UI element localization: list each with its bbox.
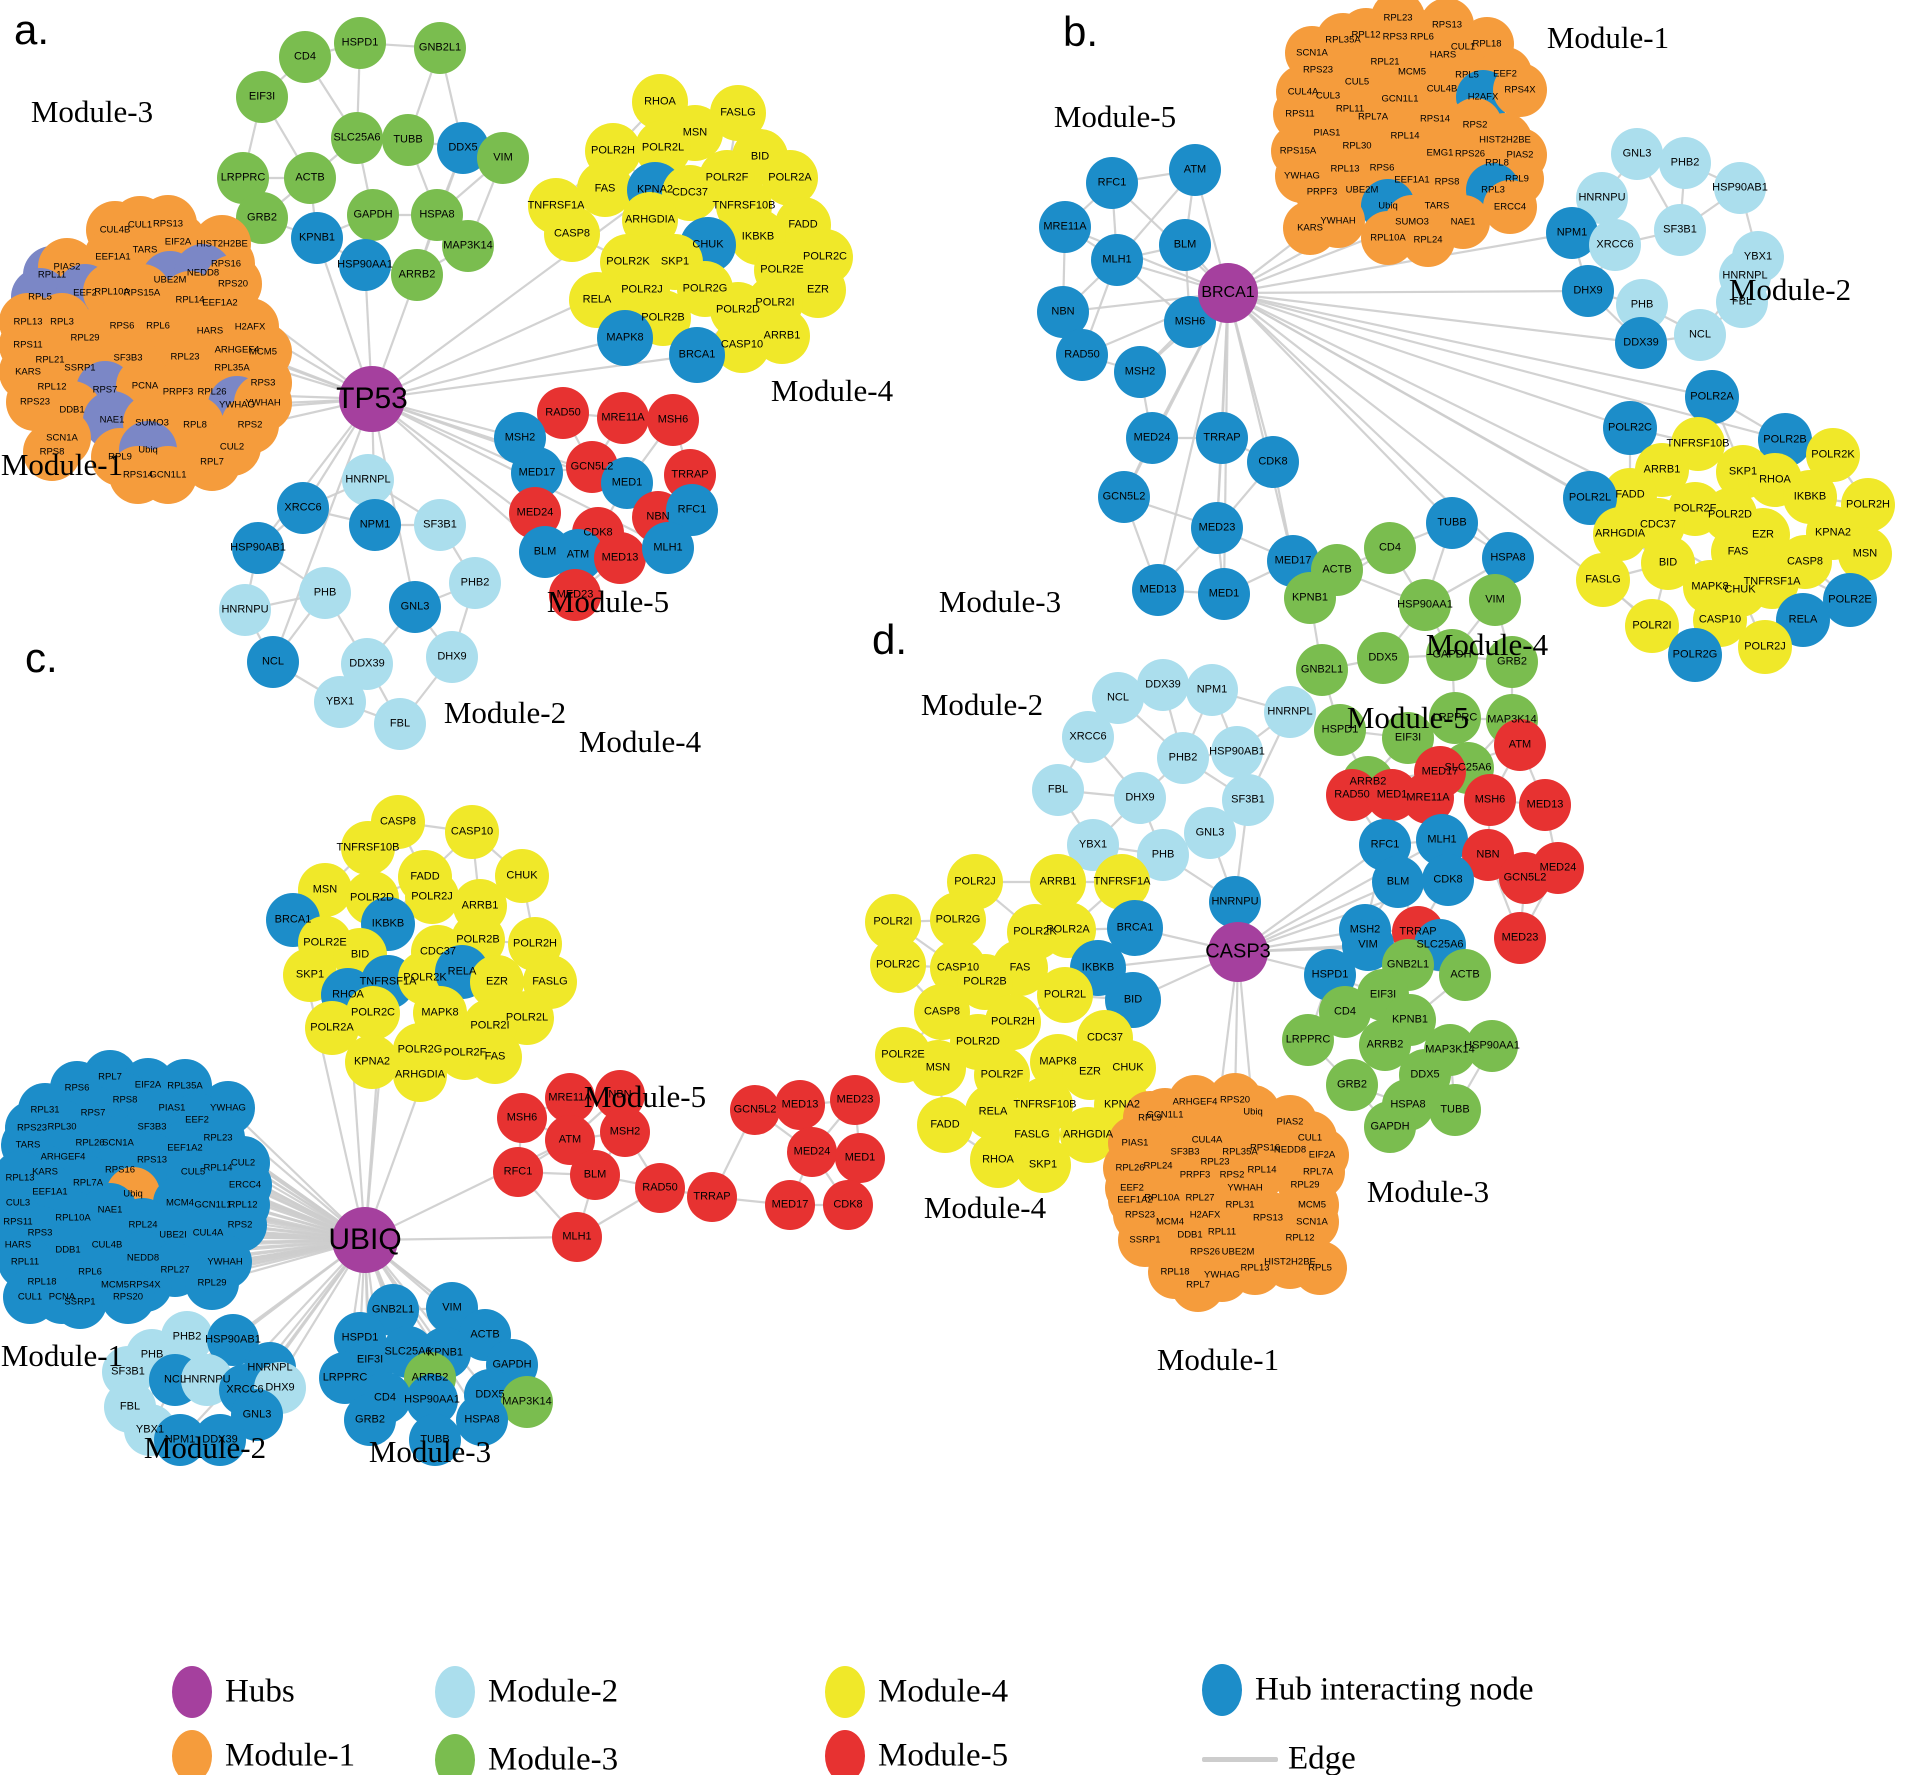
module-label: Module-4 bbox=[1425, 627, 1549, 662]
edge bbox=[1227, 292, 1453, 524]
edge bbox=[1215, 292, 1230, 529]
module-label: Module-3 bbox=[1366, 1174, 1490, 1209]
legend-swatch-module-2 bbox=[435, 1666, 475, 1718]
hub-label: BRCA1 bbox=[1201, 284, 1255, 301]
legend-label: Module-5 bbox=[878, 1737, 1009, 1774]
edge bbox=[1156, 292, 1230, 591]
edge bbox=[1227, 291, 1642, 345]
module-label: Module-2 bbox=[1728, 272, 1852, 307]
edge bbox=[364, 1235, 578, 1242]
module-label: Module-4 bbox=[578, 724, 702, 759]
network-node bbox=[391, 249, 443, 301]
network-node bbox=[331, 112, 383, 164]
module-label: Module-1 bbox=[0, 447, 124, 482]
hub-label: TP53 bbox=[336, 382, 408, 415]
panel-letter: c. bbox=[25, 634, 58, 681]
module-label: Module-3 bbox=[938, 584, 1062, 619]
network-node bbox=[339, 239, 391, 291]
module-label: Module-5 bbox=[1053, 99, 1177, 134]
network-node bbox=[334, 17, 386, 69]
network-node bbox=[291, 212, 343, 264]
edge bbox=[371, 336, 626, 401]
network-node bbox=[669, 327, 725, 383]
edge bbox=[370, 398, 417, 608]
legend-edge-sample bbox=[1202, 1757, 1278, 1762]
legend-swatch-module-5 bbox=[825, 1730, 865, 1775]
module-label: Module-5 bbox=[583, 1079, 707, 1114]
edge bbox=[1226, 292, 1295, 562]
edge bbox=[1227, 291, 1631, 430]
panel-letter: b. bbox=[1063, 8, 1099, 55]
panel-letter: a. bbox=[14, 6, 50, 53]
module-label: Module-4 bbox=[770, 373, 894, 408]
network-node bbox=[477, 132, 529, 184]
network-node bbox=[414, 22, 466, 74]
hub-label: UBIQ bbox=[328, 1223, 402, 1256]
legend-label: Edge bbox=[1288, 1740, 1356, 1775]
network-node bbox=[762, 150, 818, 206]
edge bbox=[371, 189, 656, 400]
module-label: Module-3 bbox=[30, 94, 154, 129]
legend-label: Module-1 bbox=[225, 1737, 356, 1774]
module-label: Module-5 bbox=[546, 584, 670, 619]
edge bbox=[364, 1239, 483, 1421]
legend-label: Module-3 bbox=[488, 1741, 619, 1775]
panel-letter: d. bbox=[872, 616, 908, 663]
module-label: Module-4 bbox=[923, 1190, 1047, 1225]
network-node bbox=[597, 310, 653, 366]
module-label: Module-1 bbox=[1156, 1342, 1280, 1377]
module-label: Module-2 bbox=[143, 1430, 267, 1465]
edge bbox=[371, 353, 698, 401]
legend-swatch-module-1 bbox=[172, 1730, 212, 1775]
legend-label: Module-4 bbox=[878, 1673, 1009, 1710]
legend-swatch-hubs bbox=[172, 1666, 212, 1718]
edge bbox=[179, 1239, 366, 1441]
module-label: Module-5 bbox=[1346, 700, 1470, 735]
network-node bbox=[347, 189, 399, 241]
hub-label: CASP3 bbox=[1205, 940, 1271, 963]
legend-label: Hubs bbox=[225, 1673, 295, 1710]
module-label: Module-2 bbox=[443, 695, 567, 730]
legend-label: Module-2 bbox=[488, 1673, 619, 1710]
edge bbox=[271, 398, 374, 663]
module-label: Module-1 bbox=[0, 1338, 124, 1373]
module-label: Module-3 bbox=[368, 1434, 492, 1469]
legend-swatch-hub-interacting-node bbox=[1202, 1664, 1242, 1716]
network-node bbox=[382, 114, 434, 166]
network-node bbox=[442, 220, 494, 272]
network-node bbox=[236, 71, 288, 123]
legend-swatch-module-4 bbox=[825, 1666, 865, 1718]
edge bbox=[1227, 231, 1573, 295]
edge bbox=[1227, 289, 1589, 295]
network-node bbox=[284, 152, 336, 204]
module-label: Module-2 bbox=[920, 687, 1044, 722]
network-node bbox=[279, 31, 331, 83]
legend-swatch-module-3 bbox=[435, 1734, 475, 1775]
network-node bbox=[544, 206, 600, 262]
edge bbox=[1227, 291, 1713, 399]
legend-label: Hub interacting node bbox=[1255, 1671, 1534, 1708]
module-label: Module-1 bbox=[1546, 20, 1670, 55]
